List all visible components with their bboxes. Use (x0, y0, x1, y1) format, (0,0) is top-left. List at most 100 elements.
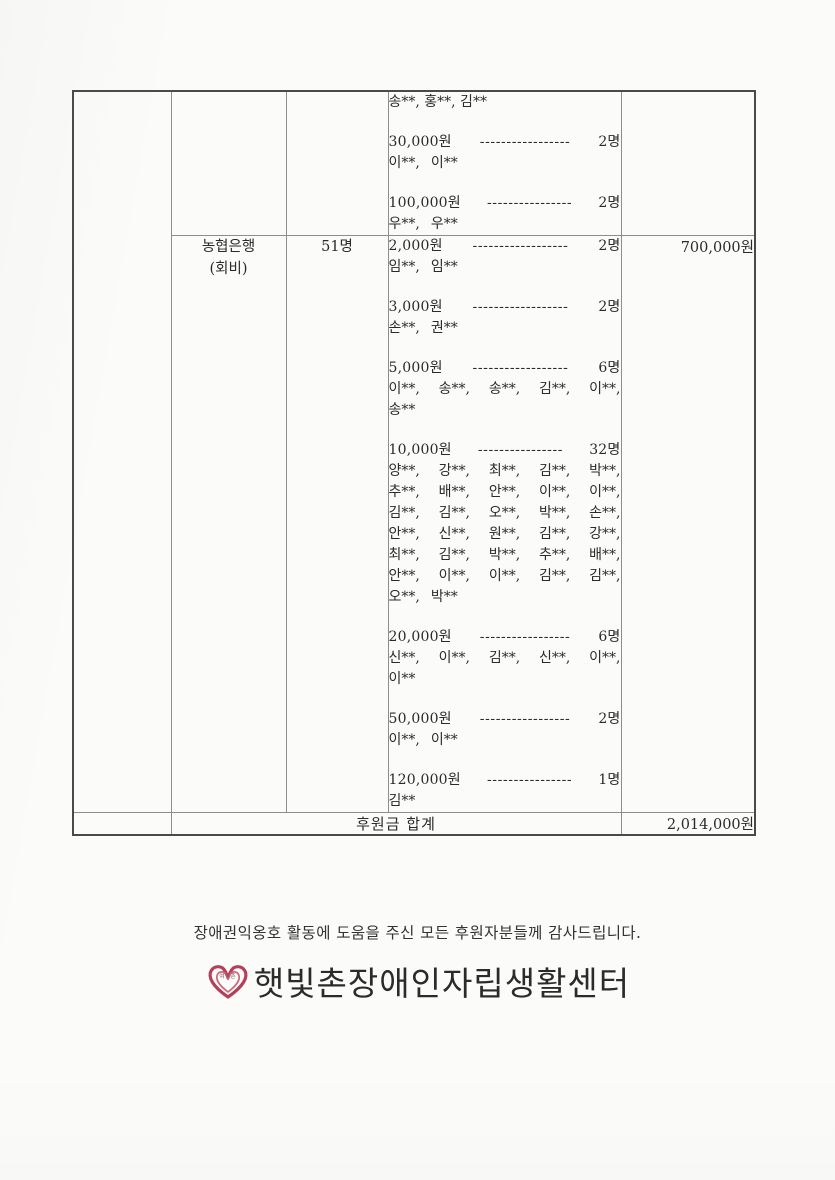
organization-name-text: 농협은행 (201, 239, 256, 255)
donation-amount: 50,000원 (388, 711, 452, 727)
donation-amount: 5,000원 (388, 360, 443, 376)
donation-group-header: 100,000원 ---------------- 2명 (389, 193, 621, 214)
donation-amount: 20,000원 (388, 629, 452, 645)
donor-name: 이**, (589, 650, 621, 666)
donor-name: 이**, (438, 650, 470, 666)
donation-group-header: 3,000원 ------------------ 2명 (389, 297, 621, 318)
donation-table-body: 송**, 홍**, 김** 30,000원 ----------------- 2명 이… (72, 90, 756, 836)
category-cell (72, 90, 172, 813)
donor-name: 양**, (388, 463, 420, 479)
donor-name-row: 이** (389, 669, 621, 690)
donor-name: 박**, (488, 547, 521, 563)
thanks-message: 장애권익옹호 활동에 도움을 주신 모든 후원자분들께 감사드립니다. (193, 924, 642, 942)
donor-name: 김**, (538, 463, 571, 479)
donation-donor-count: 2명 (598, 299, 621, 315)
donor-name: 이** (430, 732, 458, 748)
donor-name: 이**, (589, 484, 621, 500)
donation-donor-count: 32명 (589, 442, 621, 458)
donor-name: 임** (430, 259, 458, 275)
donor-name-row: 우**, 우** (389, 214, 621, 235)
donor-name: 배**, (438, 484, 470, 500)
donor-name: 박**, (589, 463, 621, 479)
donor-name-row: 이**, 송**, 송**, 김**, 이**, (389, 379, 621, 400)
donation-dash-leader: ---------------- (486, 772, 573, 788)
donor-name-row: 신**, 이**, 김**, 신**, 이**, (389, 648, 621, 669)
donor-name: 추**, (538, 547, 571, 563)
donor-name: 안**, (488, 484, 521, 500)
donation-group-header: 10,000원 ---------------- 32명 (389, 440, 621, 461)
organization-signature: 여빛촌 햇빛촌장애인자립생활센터 (0, 957, 835, 1005)
donation-group: 3,000원 ------------------ 2명 손**, 권** (389, 297, 621, 339)
donor-name: 추**, (388, 484, 420, 500)
donation-donor-count: 2명 (598, 195, 621, 211)
donor-name: 우**, (388, 216, 420, 232)
heart-icon-label: 여빛촌 (219, 974, 237, 980)
total-spacer-cell (72, 812, 172, 836)
donor-name-row: 임**, 임** (389, 257, 621, 278)
donor-name: 우** (430, 216, 458, 232)
donor-name: 최**, (488, 463, 521, 479)
donation-amount: 30,000원 (388, 134, 452, 150)
donor-name: 신**, (438, 526, 470, 542)
donor-name: 이**, (488, 568, 521, 584)
donation-dash-leader: ------------------ (472, 360, 569, 376)
donor-name: 오**, (388, 589, 420, 605)
donation-amount: 2,000원 (388, 238, 443, 254)
donor-name: 원**, (488, 526, 521, 542)
donor-name: 김**, (488, 650, 521, 666)
donor-name: 이** (388, 671, 416, 687)
donor-name: 김**, (589, 568, 621, 584)
donation-group-header: 2,000원 ------------------ 2명 (389, 236, 621, 257)
donor-name: 이**, (438, 568, 470, 584)
total-amount-cell: 2,014,000원 (620, 812, 756, 836)
total-label-cell: 후원금 합계 (170, 812, 622, 836)
amount-cell-nonghyup: 700,000원 (620, 235, 756, 813)
table-row-nonghyup: 농협은행 (회비) 51명 2,000원 ------------------ 2명… (73, 235, 756, 813)
donor-name: 김**, (538, 526, 571, 542)
member-count-cell-nonghyup: 51명 (285, 235, 389, 813)
donor-name-row: 안**, 신**, 원**, 김**, 강**, (389, 524, 621, 545)
donation-amount: 3,000원 (388, 299, 443, 315)
donation-dash-leader: ----------------- (479, 711, 571, 727)
donation-donor-count: 2명 (598, 711, 621, 727)
donation-donor-count: 2명 (598, 238, 621, 254)
donation-table: 송**, 홍**, 김** 30,000원 ----------------- 2명 이… (72, 90, 756, 836)
donor-name-row: 김** (389, 791, 621, 812)
donation-dash-leader: ----------------- (479, 629, 571, 645)
donor-name: 안**, (388, 526, 420, 542)
table-row-continued: 송**, 홍**, 김** 30,000원 ----------------- 2명 이… (72, 90, 756, 813)
donation-group-header: 5,000원 ------------------ 6명 (389, 358, 621, 379)
donation-dash-leader: ------------------ (472, 238, 569, 254)
donation-detail-cell-continued: 송**, 홍**, 김** 30,000원 ----------------- 2명 이… (387, 90, 622, 236)
donor-name: 송**, (438, 381, 470, 397)
donor-name: 안**, (388, 568, 420, 584)
donor-name: 손**, (589, 505, 621, 521)
donor-name: 이**, (388, 155, 420, 171)
table-row-total: 후원금 합계 2,014,000원 (72, 812, 756, 836)
amount-cell-continued (620, 90, 756, 236)
donor-name-row: 이**, 이** (389, 153, 621, 174)
donor-name: 박**, (538, 505, 571, 521)
donation-group-header: 120,000원 ---------------- 1명 (389, 770, 621, 791)
donor-name: 이**, (388, 381, 420, 397)
organization-cell-continued (170, 90, 287, 236)
donation-dash-leader: ------------------ (472, 299, 569, 315)
donor-name-row: 이**, 이** (389, 730, 621, 751)
donor-name: 배**, (589, 547, 621, 563)
donor-name: 송**, (488, 381, 521, 397)
donor-name: 김**, (538, 381, 571, 397)
donor-name: 강**, (438, 463, 470, 479)
donation-amount: 100,000원 (388, 195, 461, 211)
donor-name-row: 추**, 배**, 안**, 이**, 이**, (389, 482, 621, 503)
donor-name: 송** (388, 402, 416, 418)
donation-donor-count: 6명 (598, 360, 621, 376)
organization-cell-nonghyup: 농협은행 (회비) (170, 235, 287, 813)
donor-name: 이** (430, 155, 458, 171)
organization-sub-text: (회비) (209, 261, 248, 278)
heart-icon: 여빛촌 (205, 961, 251, 1001)
donor-name: 김** (388, 793, 416, 809)
donation-dash-leader: ----------------- (479, 134, 571, 150)
